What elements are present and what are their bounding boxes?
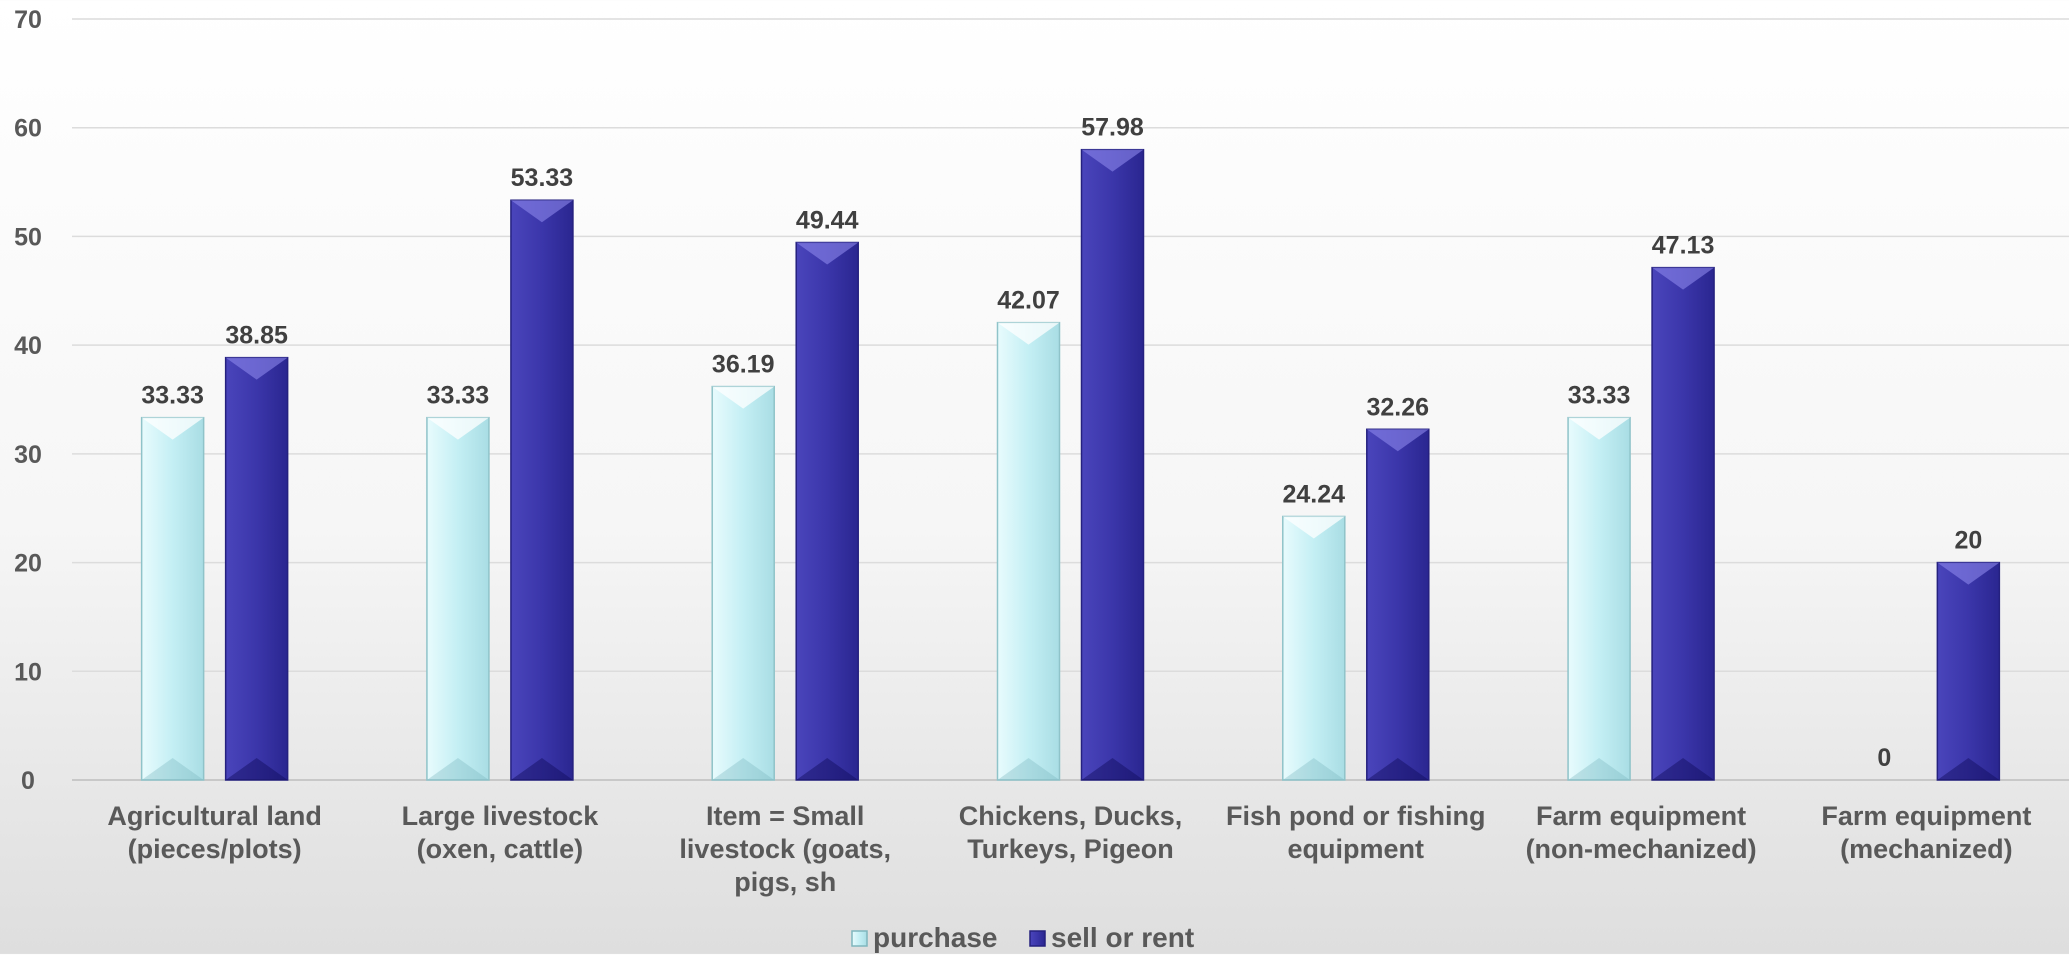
bar-bevel xyxy=(997,758,1060,780)
bar-sell-or-rent xyxy=(224,356,289,781)
bar-bevel xyxy=(1081,149,1144,172)
y-axis-ticks: 0 10 20 30 40 50 60 70 xyxy=(14,6,42,795)
bar-bevel xyxy=(997,322,1060,345)
y-tick-label: 60 xyxy=(14,115,42,143)
legend-swatch xyxy=(1029,930,1046,947)
y-tick-label: 40 xyxy=(14,332,42,360)
bar-purchase xyxy=(140,416,205,781)
y-tick-label: 30 xyxy=(14,441,42,469)
bar-bevel xyxy=(712,386,775,409)
y-tick-label: 50 xyxy=(14,223,42,251)
bar-bevel xyxy=(1652,758,1715,780)
legend-label: purchase xyxy=(873,922,998,953)
bar-bevel xyxy=(141,417,204,440)
bar-bevel xyxy=(1366,758,1429,780)
data-label: 24.24 xyxy=(1283,480,1346,508)
bar-bevel xyxy=(712,758,775,780)
x-tick-label: Farm equipment xyxy=(1821,801,2031,831)
bar-bevel xyxy=(426,417,489,440)
x-tick-label: Chickens, Ducks, xyxy=(959,801,1183,831)
x-tick-label: livestock (goats, xyxy=(679,834,891,864)
legend-label: sell or rent xyxy=(1051,922,1194,953)
bar-bevel xyxy=(1568,758,1631,780)
data-label: 49.44 xyxy=(796,207,859,235)
y-tick-label: 20 xyxy=(14,550,42,578)
x-tick-label: Large livestock xyxy=(402,801,600,831)
bars xyxy=(140,148,2001,781)
bar-purchase xyxy=(1567,416,1631,781)
bar-bevel xyxy=(510,200,573,223)
bar-sell-or-rent xyxy=(1366,428,1430,781)
bar-bevel xyxy=(796,242,859,265)
data-label: 33.33 xyxy=(427,382,490,410)
bar-bevel xyxy=(1366,429,1429,452)
y-tick-label: 0 xyxy=(21,767,35,795)
data-label: 33.33 xyxy=(141,382,204,410)
bar-sell-or-rent xyxy=(795,241,859,781)
data-label: 36.19 xyxy=(712,351,775,379)
data-label: 53.33 xyxy=(511,164,574,192)
bar-sell-or-rent xyxy=(1936,561,2001,781)
bar-bevel xyxy=(1081,758,1144,780)
bar-bevel xyxy=(426,758,489,780)
data-label: 42.07 xyxy=(997,287,1060,315)
y-tick-label: 70 xyxy=(14,6,42,34)
gridlines xyxy=(72,18,2069,781)
bar-purchase xyxy=(426,416,490,781)
data-labels: 33.33 38.85 33.33 53.33 36.19 49.44 42.07 57.98… xyxy=(141,114,1982,772)
x-tick-label: (pieces/plots) xyxy=(128,834,302,864)
bar-bevel xyxy=(1937,758,2000,780)
data-label: 32.26 xyxy=(1367,393,1430,421)
bar-sell-or-rent xyxy=(1651,266,1715,781)
x-tick-label: (oxen, cattle) xyxy=(417,834,584,864)
x-tick-label: Fish pond or fishing xyxy=(1226,801,1485,831)
x-tick-label: Agricultural land xyxy=(107,801,322,831)
bar-bevel xyxy=(1282,516,1345,539)
x-tick-label: (mechanized) xyxy=(1840,834,2013,864)
data-label: 20 xyxy=(1954,527,1982,555)
x-tick-label: (non-mechanized) xyxy=(1526,834,1757,864)
bar-purchase xyxy=(1282,515,1346,781)
data-label: 0 xyxy=(1877,744,1891,772)
bar-bevel xyxy=(1937,562,2000,585)
legend: purchase sell or rent xyxy=(851,922,1194,953)
legend-swatch xyxy=(851,930,868,947)
bar-purchase xyxy=(711,385,775,781)
x-tick-label: Turkeys, Pigeon xyxy=(967,834,1174,864)
bar-bevel xyxy=(1568,417,1631,440)
bar-bevel xyxy=(141,758,204,780)
bar-bevel xyxy=(1282,758,1345,780)
x-tick-label: Farm equipment xyxy=(1536,801,1746,831)
data-label: 47.13 xyxy=(1652,232,1715,260)
x-axis-labels: Agricultural land(pieces/plots) Large liv… xyxy=(107,801,2031,897)
x-tick-label: Item = Small xyxy=(706,801,864,831)
x-tick-label: equipment xyxy=(1288,834,1425,864)
data-label: 38.85 xyxy=(225,322,288,350)
bar-sell-or-rent xyxy=(510,199,574,781)
bar-bevel xyxy=(225,758,288,780)
y-tick-label: 10 xyxy=(14,658,42,686)
bar-bevel xyxy=(510,758,573,780)
bar-sell-or-rent xyxy=(1080,148,1145,781)
bar-bevel xyxy=(796,758,859,780)
bar-bevel xyxy=(1652,267,1715,290)
data-label: 33.33 xyxy=(1568,382,1631,410)
bar-bevel xyxy=(225,357,288,380)
data-label: 57.98 xyxy=(1081,114,1144,142)
bar-purchase xyxy=(996,321,1061,781)
x-tick-label: pigs, sh xyxy=(734,867,836,897)
